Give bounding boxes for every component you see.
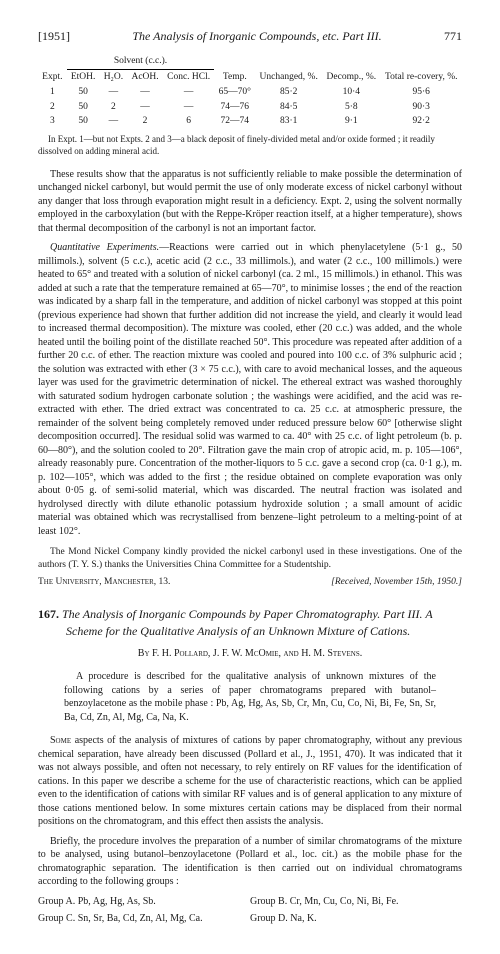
header-page: 771 — [444, 28, 462, 44]
affiliation: The University, Manchester, 13. — [38, 576, 170, 589]
col-hcl: Conc. HCl. — [163, 70, 215, 85]
header-title: The Analysis of Inorganic Compounds, etc… — [132, 28, 381, 44]
col-acoh: AcOH. — [127, 70, 163, 85]
header-year: [1951] — [38, 28, 70, 44]
article-title-text: The Analysis of Inorganic Compounds by P… — [62, 607, 432, 637]
affiliation-row: The University, Manchester, 13. [Receive… — [38, 576, 462, 589]
group-b: Group B. Cr, Mn, Cu, Co, Ni, Bi, Fe. — [250, 895, 462, 909]
groups-row-1: Group A. Pb, Ag, Hg, As, Sb. Group B. Cr… — [38, 895, 462, 909]
acknowledgement: The Mond Nickel Company kindly provided … — [38, 546, 462, 572]
table-row: 2 50 2 — — 74—76 84·5 5·8 90·3 — [38, 100, 462, 115]
col-solvent: Solvent (c.c.). — [67, 54, 215, 69]
col-etoh: EtOH. — [67, 70, 100, 85]
body1-text: aspects of the analysis of mixtures of c… — [38, 735, 462, 827]
col-unchanged: Unchanged, %. — [255, 54, 322, 85]
table-body: 1 50 — — — 65—70° 85·2 10·4 95·6 2 50 2 … — [38, 85, 462, 129]
group-c: Group C. Sn, Sr, Ba, Cd, Zn, Al, Mg, Ca. — [38, 912, 250, 926]
received-date: [Received, November 15th, 1950.] — [331, 576, 462, 589]
col-h2o: H₂O. — [100, 70, 128, 85]
col-expt: Expt. — [38, 54, 67, 85]
paragraph-quantitative: Quantitative Experiments.—Reactions were… — [38, 241, 462, 538]
paragraph-results: These results show that the apparatus is… — [38, 168, 462, 236]
col-decomp: Decomp., %. — [322, 54, 380, 85]
article-title: 167. The Analysis of Inorganic Compounds… — [38, 606, 462, 638]
body-paragraph-2: Briefly, the procedure involves the prep… — [38, 835, 462, 889]
table-row: 3 50 — 2 6 72—74 83·1 9·1 92·2 — [38, 114, 462, 129]
para-lead: Quantitative Experiments. — [50, 242, 159, 253]
col-recovery: Total re-covery, %. — [380, 54, 462, 85]
group-a: Group A. Pb, Ag, Hg, As, Sb. — [38, 895, 250, 909]
abstract-text: A procedure is described for the qualita… — [64, 670, 436, 724]
para-body: —Reactions were carried out in which phe… — [38, 242, 462, 537]
abstract: A procedure is described for the qualita… — [64, 670, 436, 724]
body-paragraph-1: Some aspects of the analysis of mixtures… — [38, 734, 462, 829]
groups-row-2: Group C. Sn, Sr, Ba, Cd, Zn, Al, Mg, Ca.… — [38, 912, 462, 926]
table-row: 1 50 — — — 65—70° 85·2 10·4 95·6 — [38, 85, 462, 100]
article-number: 167. — [38, 607, 59, 621]
solvent-table: Expt. Solvent (c.c.). Temp. Unchanged, %… — [38, 54, 462, 129]
lead-smallcaps: Some — [50, 735, 71, 746]
group-d: Group D. Na, K. — [250, 912, 462, 926]
authors: By F. H. Pollard, J. F. W. McOmie, and H… — [38, 647, 462, 661]
col-temp: Temp. — [214, 54, 255, 85]
table-footnote: In Expt. 1—but not Expts. 2 and 3—a blac… — [38, 133, 462, 157]
running-header: [1951] The Analysis of Inorganic Compoun… — [38, 28, 462, 44]
